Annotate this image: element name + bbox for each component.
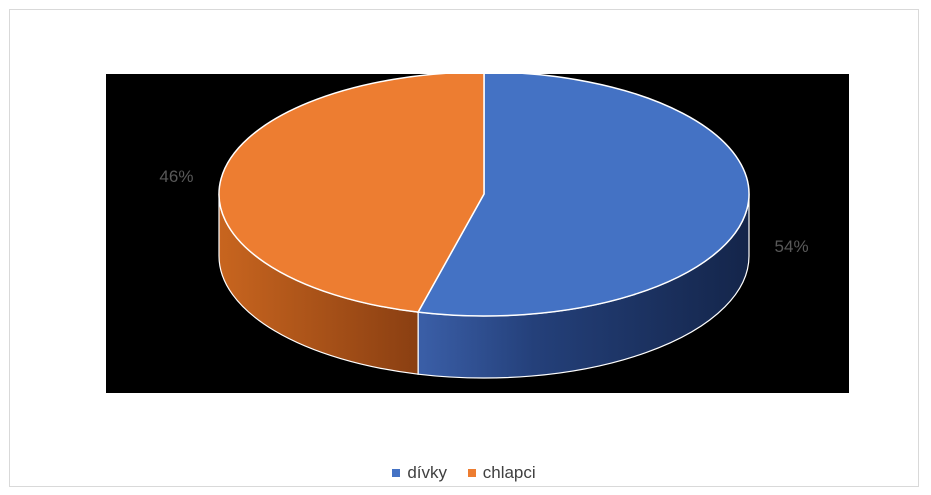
chart-frame: 54% 46% dívky chlapci: [9, 9, 919, 487]
pie-chart: 54% 46%: [159, 74, 809, 379]
data-label-chlapci: 46%: [159, 167, 193, 186]
legend: dívky chlapci: [10, 462, 918, 483]
legend-item-chlapci: chlapci: [467, 463, 536, 483]
legend-swatch-divky: [392, 469, 401, 477]
legend-label-chlapci: chlapci: [482, 463, 536, 482]
legend-item-divky: dívky: [392, 463, 447, 483]
plot-area: 54% 46%: [106, 74, 849, 393]
pie-slice-divky: [416, 74, 750, 317]
legend-label-divky: dívky: [407, 463, 448, 482]
data-label-divky: 54%: [775, 237, 809, 256]
pie-slice-chlapci: [218, 74, 485, 313]
legend-swatch-chlapci: [467, 469, 476, 477]
